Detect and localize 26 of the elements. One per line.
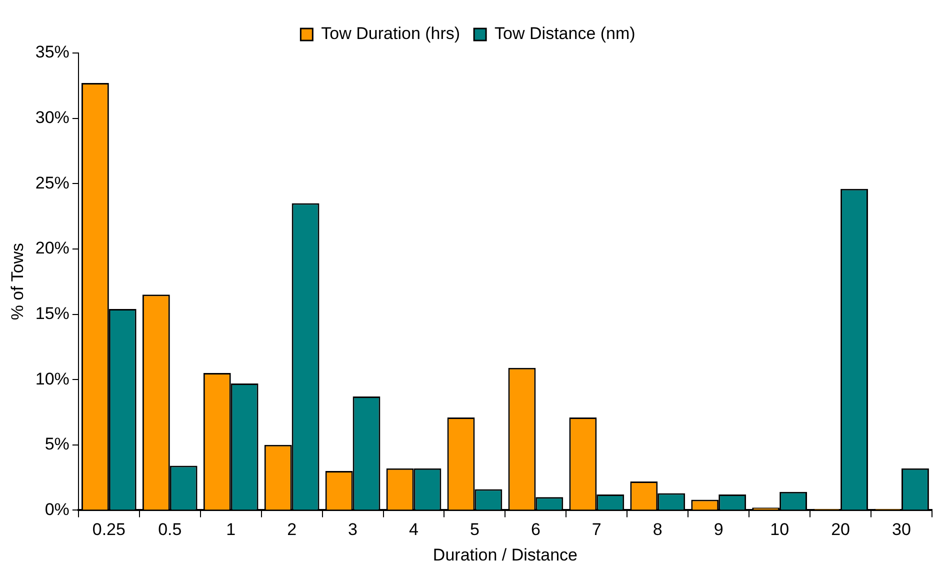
y-tick-label: 35% [35,42,70,62]
x-tick-label: 2 [287,520,297,540]
x-axis-title: Duration / Distance [432,545,578,564]
x-tick-label: 9 [714,520,724,540]
x-tick-label: 8 [652,520,662,540]
x-tick-label: 3 [348,520,358,540]
legend-label: Tow Distance (nm) [494,24,636,44]
y-axis-title: % of Tows [8,243,27,320]
x-tick-label: 1 [226,520,236,540]
y-tick-label: 10% [35,369,70,388]
x-tick-label: 0.25 [92,520,126,540]
x-tick-label: 10 [770,520,790,540]
y-tick-label: 15% [35,304,70,323]
x-tick-label: 7 [592,520,602,540]
y-tick-label: 30% [35,108,70,127]
x-tick-label: 4 [409,520,418,540]
y-tick-label: 20% [35,238,70,258]
x-tick-label: 0.5 [158,520,182,540]
x-tick-label: 30 [892,520,911,540]
x-tick-label: 6 [530,520,540,540]
x-tick-label: 5 [470,520,480,540]
legend-label: Tow Duration (hrs) [321,24,460,44]
y-tick-label: 25% [35,173,70,192]
y-tick-label: 5% [44,434,70,454]
y-tick-label: 0% [44,500,70,519]
x-tick-label: 20 [831,520,850,540]
